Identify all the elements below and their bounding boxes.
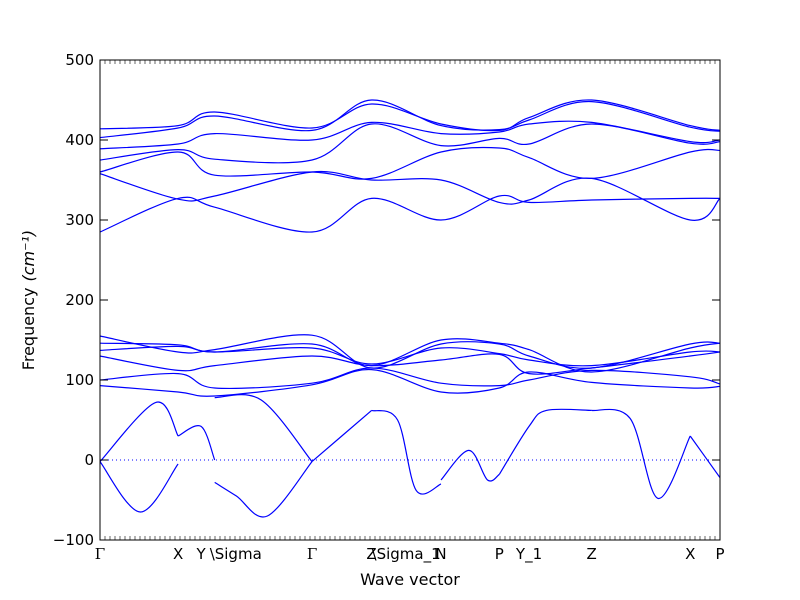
band-line-24 xyxy=(100,99,720,132)
x-tick-label: X xyxy=(173,545,183,563)
y-axis-unit: (cm⁻¹) xyxy=(19,230,38,282)
series-group xyxy=(100,99,720,518)
band-line-17 xyxy=(100,334,720,369)
y-tick-label: −100 xyxy=(53,531,94,549)
x-axis-label: Wave vector xyxy=(360,570,460,589)
band-line-10 xyxy=(591,408,691,499)
band-line-22 xyxy=(100,120,720,150)
x-tick-label: \Sigma_1 xyxy=(372,545,441,564)
x-tick-label: Γ xyxy=(95,545,105,563)
x-tick-label: X xyxy=(685,545,695,563)
band-line-12 xyxy=(100,368,720,397)
x-tick-label: Γ xyxy=(307,545,317,563)
band-line-21 xyxy=(100,123,720,164)
y-axis-label: Frequency (cm⁻¹) xyxy=(19,230,38,370)
band-line-13 xyxy=(100,367,720,390)
band-line-20 xyxy=(100,146,720,180)
band-line-3 xyxy=(177,425,216,461)
band-line-23 xyxy=(100,99,720,139)
y-axis-label-text: Frequency xyxy=(19,288,38,371)
x-tick-label: Y_1 xyxy=(515,545,542,564)
band-line-14 xyxy=(100,351,720,375)
x-tick-label: N xyxy=(435,545,446,563)
y-tick-label: 500 xyxy=(65,51,94,69)
band-line-11 xyxy=(689,435,720,478)
y-axis-ticks: −100 0 100 200 300 400 500 xyxy=(53,51,720,549)
band-line-5 xyxy=(214,394,313,462)
x-tick-label: Z xyxy=(366,545,376,563)
band-line-9 xyxy=(498,408,592,475)
y-tick-label: 400 xyxy=(65,131,94,149)
band-line-2 xyxy=(100,461,179,513)
x-tick-label: P xyxy=(715,545,724,563)
band-line-6 xyxy=(311,409,372,463)
band-line-19 xyxy=(100,170,720,221)
x-tick-label: \Sigma xyxy=(210,545,262,563)
x-tick-label: Y xyxy=(195,545,206,563)
y-tick-label: 0 xyxy=(84,451,94,469)
band-line-8 xyxy=(440,449,500,482)
y-tick-label: 300 xyxy=(65,211,94,229)
band-line-18 xyxy=(100,194,720,233)
y-tick-label: 200 xyxy=(65,291,94,309)
x-tick-label: P xyxy=(495,545,504,563)
x-tick-label: Z xyxy=(587,545,597,563)
band-line-7 xyxy=(371,409,442,495)
y-tick-label: 100 xyxy=(65,371,94,389)
plot-area xyxy=(100,99,720,518)
band-line-4 xyxy=(214,461,313,518)
band-line-1 xyxy=(100,401,179,463)
x-axis-ticks: Γ X Y \Sigma Γ Z\Sigma_1N P Y_1 Z X P xyxy=(95,60,725,564)
